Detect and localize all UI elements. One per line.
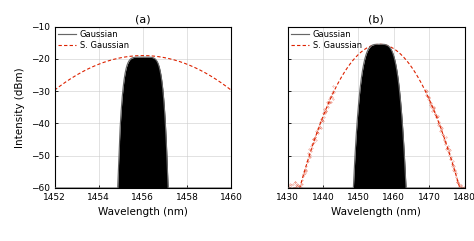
S. Gaussian xyxy=(400,55,406,58)
Title: (b): (b) xyxy=(368,14,384,24)
Gaussian xyxy=(417,187,422,189)
S. Gaussian xyxy=(119,56,125,59)
S. Gaussian xyxy=(430,107,436,110)
Line: Gaussian: Gaussian xyxy=(55,57,231,188)
S. Gaussian xyxy=(377,43,383,46)
Gaussian xyxy=(400,128,406,131)
Y-axis label: Intensity (dBm): Intensity (dBm) xyxy=(15,67,25,147)
S. Gaussian xyxy=(140,54,146,57)
Line: S. Gaussian: S. Gaussian xyxy=(288,44,465,188)
X-axis label: Wavelength (nm): Wavelength (nm) xyxy=(331,208,421,217)
S. Gaussian xyxy=(167,57,173,60)
Gaussian xyxy=(285,187,291,189)
Gaussian xyxy=(391,55,397,58)
Gaussian xyxy=(317,187,323,189)
Gaussian xyxy=(183,187,189,189)
Gaussian xyxy=(84,187,90,189)
Title: (a): (a) xyxy=(135,14,151,24)
Gaussian xyxy=(462,187,467,189)
S. Gaussian xyxy=(391,47,397,50)
Gaussian xyxy=(158,71,164,74)
S. Gaussian xyxy=(353,56,358,59)
Line: S. Gaussian: S. Gaussian xyxy=(55,56,231,90)
Gaussian xyxy=(353,148,358,151)
S. Gaussian xyxy=(285,187,291,189)
S. Gaussian xyxy=(52,89,57,92)
Legend: Gaussian, S. Gaussian: Gaussian, S. Gaussian xyxy=(290,29,363,51)
Gaussian xyxy=(197,187,203,189)
Gaussian xyxy=(228,187,234,189)
X-axis label: Wavelength (nm): Wavelength (nm) xyxy=(98,208,188,217)
S. Gaussian xyxy=(462,187,467,189)
Gaussian xyxy=(140,56,146,59)
Gaussian xyxy=(377,43,383,46)
Gaussian xyxy=(119,98,125,101)
S. Gaussian xyxy=(158,55,164,58)
Line: Gaussian: Gaussian xyxy=(288,44,465,188)
Gaussian xyxy=(430,187,436,189)
S. Gaussian xyxy=(197,68,203,71)
Gaussian xyxy=(167,187,173,189)
S. Gaussian xyxy=(317,123,323,126)
Gaussian xyxy=(52,187,57,189)
S. Gaussian xyxy=(84,68,90,71)
S. Gaussian xyxy=(417,79,422,82)
S. Gaussian xyxy=(228,89,234,92)
S. Gaussian xyxy=(183,62,189,65)
Legend: Gaussian, S. Gaussian: Gaussian, S. Gaussian xyxy=(57,29,129,51)
